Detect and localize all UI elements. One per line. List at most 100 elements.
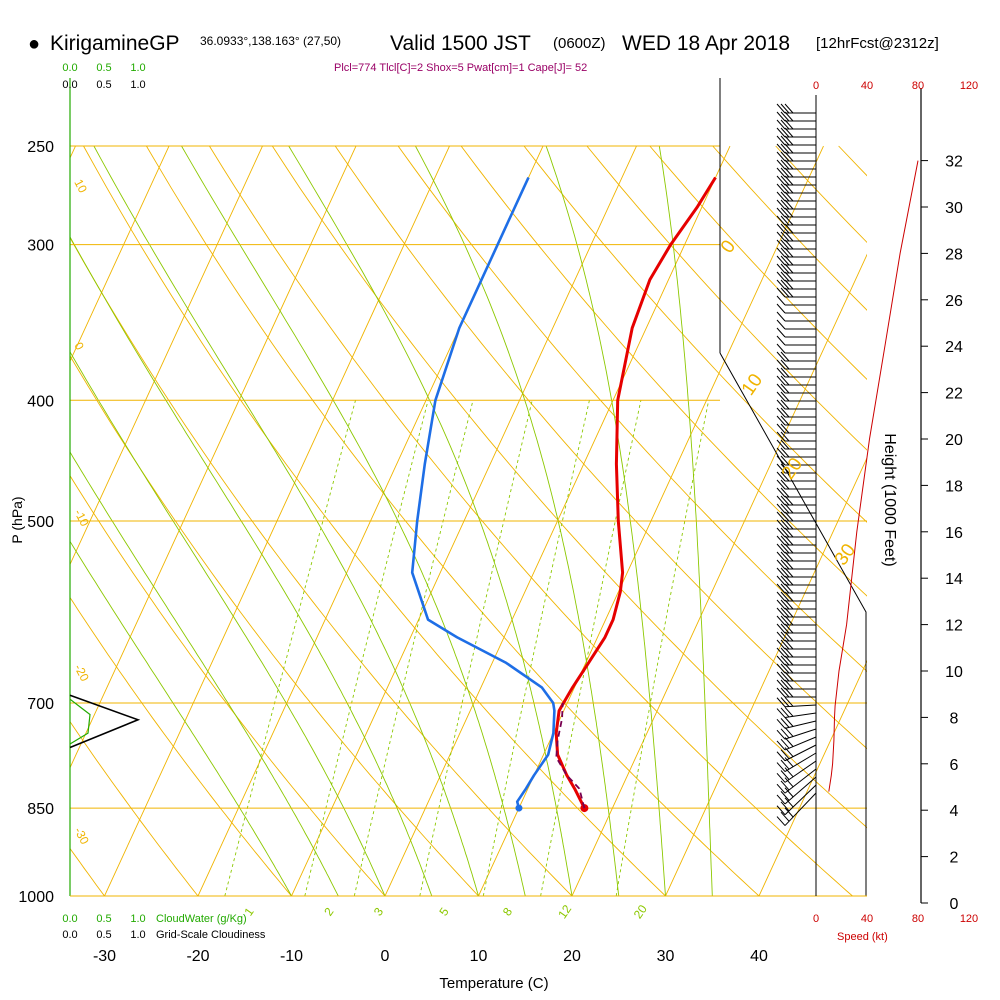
height-tick-label: 30 <box>945 200 963 217</box>
wind-barb-feather <box>776 351 786 362</box>
height-tick-label: 16 <box>945 525 963 542</box>
height-tick-label: 12 <box>945 618 963 635</box>
wind-barb-feather <box>780 479 790 490</box>
wind-barb-feather <box>784 527 794 538</box>
wind-barb-feather <box>776 271 786 282</box>
wind-barb-feather <box>784 127 794 138</box>
wind-barb-feather <box>776 575 786 586</box>
wind-barb-feather <box>776 647 786 658</box>
wind-barb-feather <box>780 279 790 290</box>
dry-adiabat-line <box>70 596 292 896</box>
mixing-ratio-label: 3 <box>371 905 386 919</box>
wind-barb-staff <box>784 792 817 826</box>
wind-barb-feather <box>776 455 786 466</box>
wind-barb-feather <box>784 717 794 727</box>
height-tick-label: 8 <box>950 710 959 727</box>
wind-barb-feather <box>776 439 786 450</box>
wind-barb-feather <box>784 175 794 186</box>
cloudiness-tick-bottom: 1.0 <box>130 929 145 941</box>
wind-barb-feather <box>776 327 786 338</box>
wind-barb-feather <box>776 567 786 578</box>
cloudiness-tick-bottom: 0.5 <box>96 929 111 941</box>
wind-barb-feather <box>784 255 794 266</box>
wind-barb-feather <box>776 279 786 290</box>
wind-barb-feather <box>776 708 786 718</box>
wind-barb-feather <box>780 127 790 138</box>
wind-barb-feather <box>780 511 790 522</box>
wind-barb-feather <box>776 431 786 442</box>
wind-barb-feather <box>780 780 790 791</box>
mixing-ratio-label: 8 <box>500 905 515 919</box>
height-tick-label: 18 <box>945 478 963 495</box>
cloudwater-tick-top: 1.0 <box>130 62 145 74</box>
wind-barb-feather <box>780 607 790 618</box>
wind-barb-feather <box>784 103 794 114</box>
wind-barb-feather <box>780 631 790 642</box>
wind-barb-staff <box>784 776 817 805</box>
cloudiness-tick-bottom: 0.0 <box>62 929 77 941</box>
pressure-tick-label: 1000 <box>18 889 54 906</box>
speed-tick-label-bottom: 40 <box>861 913 873 925</box>
wind-barb-feather <box>776 479 786 490</box>
wind-barb-feather <box>776 343 786 354</box>
wind-barb-feather <box>776 127 786 138</box>
wind-barb-feather <box>776 447 786 458</box>
dry-adiabat-line <box>70 474 386 896</box>
wind-barb-feather <box>784 279 794 290</box>
temperature-tick-label: 0 <box>381 948 390 965</box>
temperature-tick-label: -30 <box>93 948 116 965</box>
wind-barb-feather <box>780 391 790 402</box>
wind-barb-feather <box>776 223 786 234</box>
wind-barb-feather <box>780 615 790 626</box>
wind-barb-feather <box>784 747 794 757</box>
wind-barb-feather <box>780 167 790 178</box>
moist-adiabat-line <box>288 145 573 896</box>
wind-barb-feather <box>780 707 790 718</box>
wind-barb-feather <box>784 287 794 298</box>
dry-adiabat-line <box>70 355 479 896</box>
wind-barb-feather <box>784 535 794 546</box>
wind-barb-feather <box>784 631 794 642</box>
wind-barb-feather <box>784 567 794 578</box>
wind-barb-staff <box>784 768 817 794</box>
wind-barb-feather <box>780 599 790 610</box>
wind-barb-feather <box>780 183 790 194</box>
dry-adiabat-line <box>964 146 1000 896</box>
header-bullet: ● <box>28 33 40 55</box>
wind-barb-feather <box>780 671 790 682</box>
wind-barb-feather <box>780 697 790 707</box>
wind-barb-feather <box>780 119 790 130</box>
wind-barb-feather <box>776 679 786 690</box>
diagonal-boundary <box>719 352 867 896</box>
wind-barb-feather <box>780 811 790 822</box>
wind-barb-feather <box>780 255 790 266</box>
moist-adiabat-line <box>415 145 620 896</box>
wind-barb-feather <box>784 135 794 146</box>
wind-barb-feather <box>776 519 786 530</box>
wind-barb-feather <box>776 599 786 610</box>
pressure-tick-label: 400 <box>27 393 54 410</box>
isotherm-label: -30 <box>71 825 92 847</box>
wind-barb-feather <box>780 359 790 370</box>
dry-adiabat-line <box>70 720 199 896</box>
wind-barb-feather <box>780 583 790 594</box>
moist-adiabat-line <box>93 145 479 896</box>
wind-barb-feather <box>776 183 786 194</box>
wind-barb-feather <box>780 471 790 482</box>
cloudiness-profile <box>69 694 141 749</box>
wind-barb-feather <box>780 175 790 186</box>
wind-barb-feather <box>780 575 790 586</box>
wind-barb-feather <box>780 439 790 450</box>
temperature-tick-label: 20 <box>563 948 581 965</box>
wind-speed-profile <box>828 160 919 792</box>
wind-barb-feather <box>776 191 786 202</box>
wind-barb-feather <box>784 591 794 602</box>
wind-barb-feather <box>780 447 790 458</box>
wind-barb-feather <box>780 135 790 146</box>
wind-barb-feather <box>780 728 790 739</box>
pressure-tick-label: 300 <box>27 238 54 255</box>
cloudiness-label: Grid-Scale Cloudiness <box>156 929 266 941</box>
wind-barb-feather <box>776 175 786 186</box>
